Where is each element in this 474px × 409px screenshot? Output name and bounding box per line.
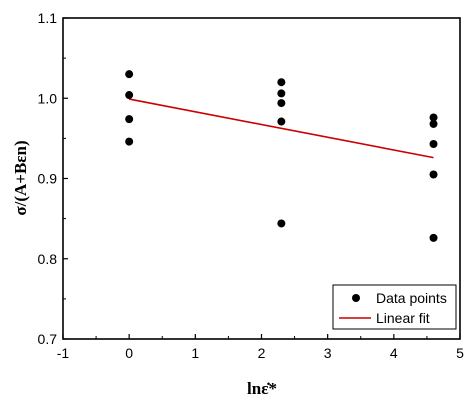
ticks-layer: -1 0 1 2 3 4 5 0.7 0.8 0.9 1.0 1.1 [38,10,465,361]
x-tick-label: 1 [191,345,199,361]
points-layer [125,70,438,242]
x-tick-label: 4 [390,345,398,361]
y-axis-title-text: σ/(A+Bεn) [11,140,30,215]
data-point [277,78,286,87]
plot-frame [62,17,461,340]
data-point [125,137,134,146]
data-point [125,91,134,100]
data-point [277,219,286,228]
data-point [125,115,134,124]
y-tick-label: 1.1 [38,10,58,26]
legend-box [332,284,457,330]
y-tick-label: 0.9 [38,171,58,187]
legend: Data points Linear fit [332,284,457,330]
data-point [429,113,438,122]
data-point [125,70,134,79]
x-tick-label: -1 [57,345,70,361]
y-tick-label: 0.7 [38,331,58,347]
data-point [277,99,286,108]
x-axis-title: lnε̇* [247,379,277,398]
legend-label-linear-fit: Linear fit [376,310,430,326]
x-tick-label: 0 [125,345,133,361]
fit-layer [129,98,434,159]
legend-label-data-points: Data points [376,290,447,306]
x-tick-label: 5 [456,345,464,361]
data-point [429,170,438,179]
data-point [277,89,286,98]
legend-marker-data-points [352,294,360,302]
linear-fit-line [129,98,434,159]
data-point [429,119,438,128]
y-tick-label: 1.0 [38,90,58,106]
y-tick-label: 0.8 [38,251,58,267]
data-point [429,233,438,242]
data-point [277,117,286,126]
y-axis-title: σ/(A+Bεn) [11,140,30,215]
x-tick-label: 3 [324,345,332,361]
x-tick-label: 2 [258,345,266,361]
data-point [429,139,438,148]
